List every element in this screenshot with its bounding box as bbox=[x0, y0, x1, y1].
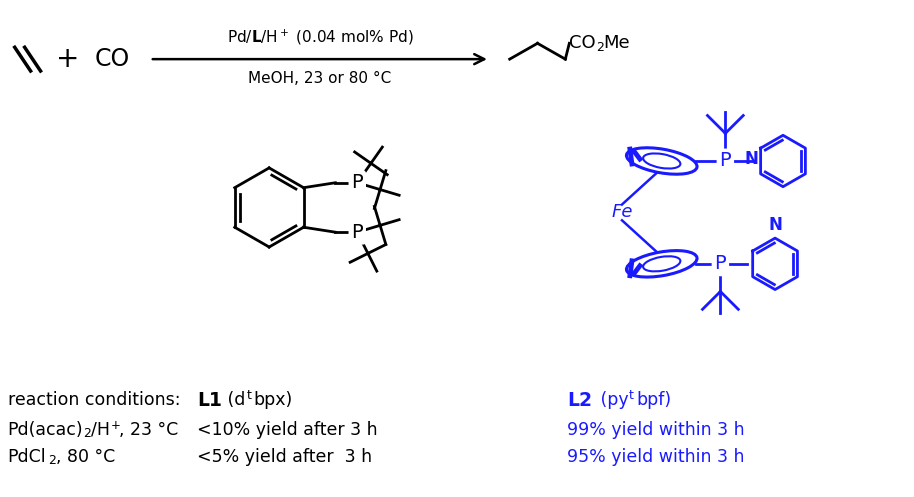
Text: PdCl: PdCl bbox=[7, 448, 47, 466]
Text: Me: Me bbox=[603, 34, 630, 52]
Text: <5% yield after  3 h: <5% yield after 3 h bbox=[197, 448, 372, 466]
Text: MeOH, 23 or 80 °C: MeOH, 23 or 80 °C bbox=[249, 72, 391, 86]
Text: $\mathbf{L1}$: $\mathbf{L1}$ bbox=[197, 391, 222, 410]
Text: 99% yield within 3 h: 99% yield within 3 h bbox=[568, 421, 745, 439]
Text: Fe: Fe bbox=[611, 203, 632, 221]
Text: bpx): bpx) bbox=[253, 391, 292, 410]
Text: Pd/$\mathbf{L}$/H$^+$ (0.04 mol% Pd): Pd/$\mathbf{L}$/H$^+$ (0.04 mol% Pd) bbox=[227, 28, 413, 47]
Text: $\mathbf{L2}$: $\mathbf{L2}$ bbox=[568, 391, 592, 410]
Text: t: t bbox=[629, 389, 633, 402]
Text: bpf): bpf) bbox=[636, 391, 671, 410]
Text: (py: (py bbox=[595, 391, 629, 410]
Text: P: P bbox=[715, 254, 727, 273]
Text: P: P bbox=[352, 223, 363, 242]
Text: +: + bbox=[56, 45, 80, 73]
Text: CO: CO bbox=[94, 47, 130, 71]
Text: 95% yield within 3 h: 95% yield within 3 h bbox=[568, 448, 745, 466]
Text: t: t bbox=[246, 389, 251, 402]
Text: 2: 2 bbox=[83, 427, 91, 440]
Text: P: P bbox=[719, 152, 731, 170]
Text: , 23 °C: , 23 °C bbox=[119, 421, 178, 439]
Text: , 80 °C: , 80 °C bbox=[57, 448, 116, 466]
Text: reaction conditions:: reaction conditions: bbox=[7, 391, 180, 410]
Text: +: + bbox=[112, 419, 121, 432]
Text: P: P bbox=[352, 173, 363, 192]
Text: 2: 2 bbox=[48, 454, 57, 467]
Text: (d: (d bbox=[222, 391, 246, 410]
Text: N: N bbox=[745, 150, 759, 168]
Text: <10% yield after 3 h: <10% yield after 3 h bbox=[197, 421, 377, 439]
Text: N: N bbox=[768, 216, 782, 234]
Text: /H: /H bbox=[91, 421, 111, 439]
Text: CO: CO bbox=[569, 34, 596, 52]
Text: 2: 2 bbox=[596, 41, 604, 54]
Text: Pd(acac): Pd(acac) bbox=[7, 421, 83, 439]
